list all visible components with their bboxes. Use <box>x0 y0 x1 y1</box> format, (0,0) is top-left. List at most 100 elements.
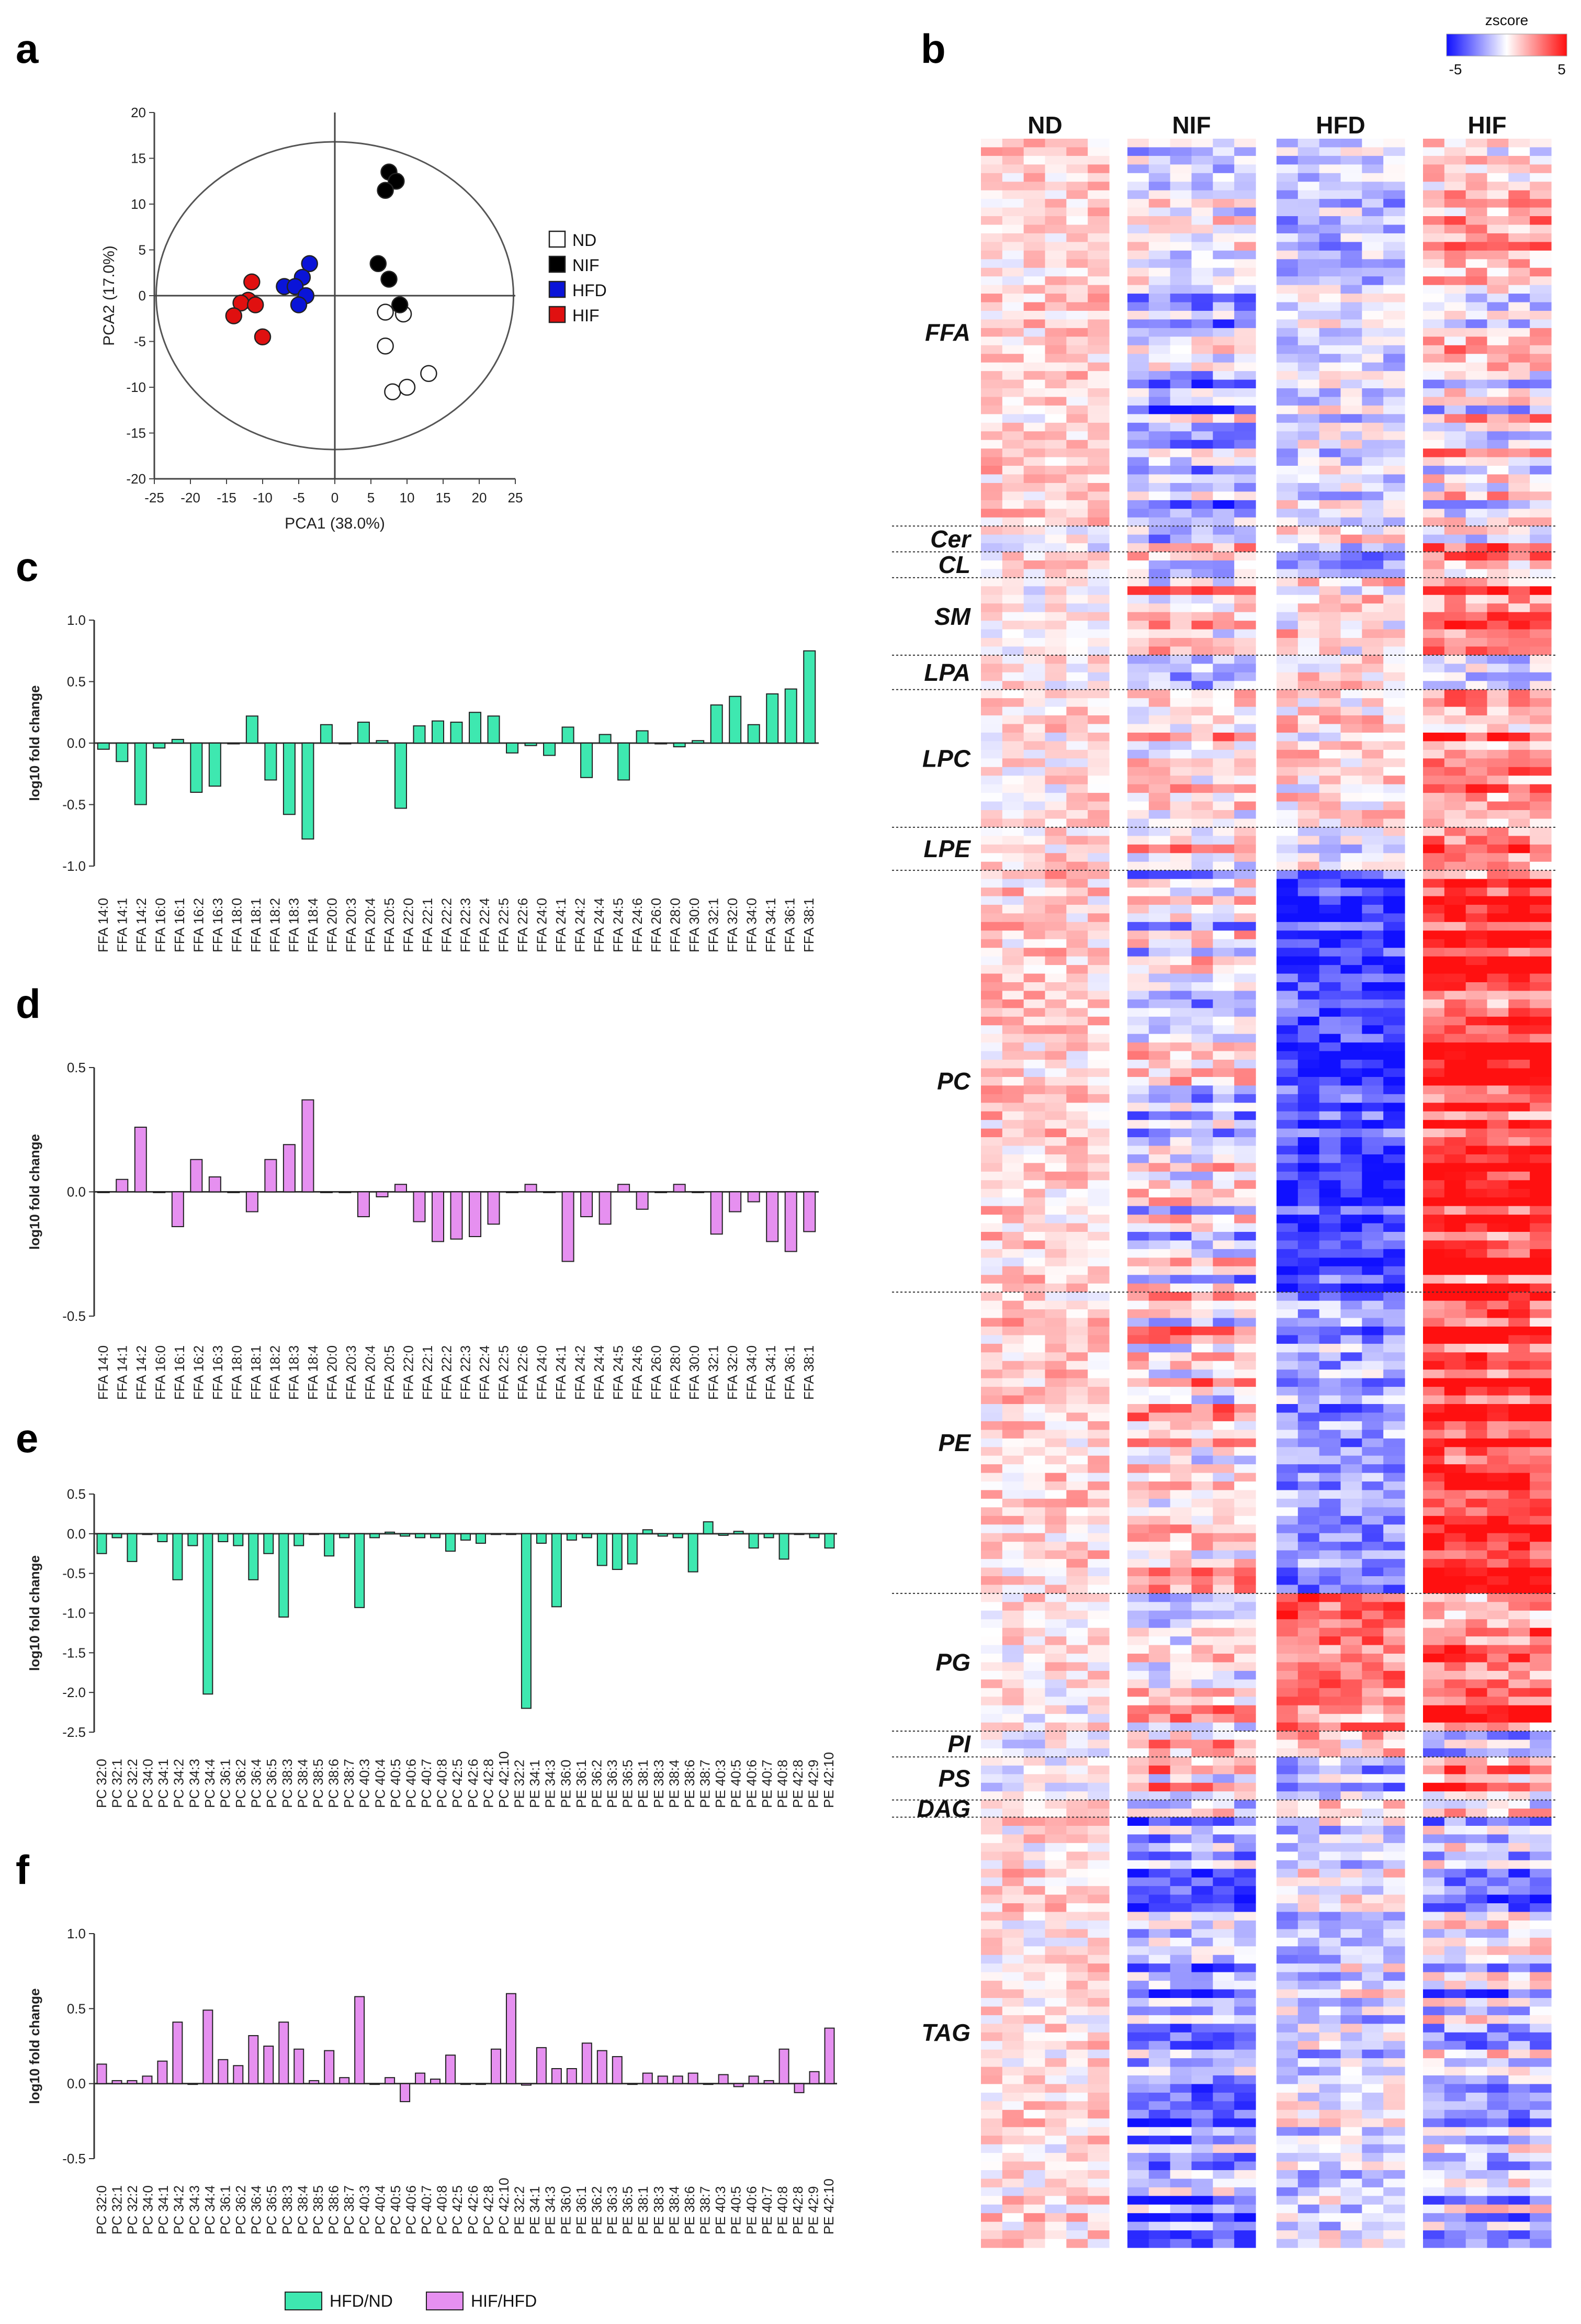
heatmap-cell <box>1023 1137 1046 1147</box>
heatmap-cell <box>1191 793 1213 802</box>
heatmap-cell <box>1297 827 1320 836</box>
heatmap-cell <box>1297 491 1320 501</box>
heatmap-cell <box>1444 466 1466 475</box>
heatmap-cell <box>1148 1542 1171 1551</box>
heatmap-cell <box>1045 448 1067 458</box>
heatmap-cell <box>1444 1619 1466 1629</box>
heatmap-cell <box>981 586 1003 596</box>
heatmap-cell <box>1319 560 1341 570</box>
heatmap-cell <box>1066 793 1088 802</box>
x-tick-label: FFA 24:2 <box>572 898 588 952</box>
heatmap-cell <box>1066 827 1088 836</box>
heatmap-cell <box>1191 1602 1213 1611</box>
heatmap-cell <box>1297 1748 1320 1758</box>
heatmap-cell <box>1297 1688 1320 1697</box>
heatmap-cell <box>1423 1042 1445 1052</box>
heatmap-cell <box>981 629 1003 638</box>
heatmap-cell <box>1362 1326 1384 1336</box>
heatmap-cell <box>1277 681 1298 690</box>
heatmap-cell <box>1487 612 1509 621</box>
heatmap-cell <box>1340 1197 1362 1207</box>
heatmap-cell <box>1127 1025 1149 1035</box>
heatmap-cell <box>1362 1051 1384 1060</box>
heatmap-cell <box>1383 1085 1405 1095</box>
heatmap-cell <box>1530 724 1552 733</box>
heatmap-cell <box>1213 1085 1235 1095</box>
heatmap-cell <box>1127 1051 1149 1060</box>
heatmap-cell <box>1340 1697 1362 1706</box>
heatmap-cell <box>1465 1430 1488 1439</box>
heatmap-cell <box>1487 362 1509 372</box>
heatmap-cell <box>1508 612 1530 621</box>
heatmap-cell <box>1213 276 1235 286</box>
heatmap-cell <box>1423 594 1445 604</box>
heatmap-cell <box>1213 1662 1235 1671</box>
x-tick-label: PE 34:1 <box>527 2186 543 2235</box>
heatmap-cell <box>1234 1619 1256 1629</box>
heatmap-cell <box>1002 1292 1024 1301</box>
heatmap-cell <box>1213 560 1235 570</box>
heatmap-cell <box>1234 629 1256 638</box>
heatmap-cell <box>1319 1498 1341 1508</box>
heatmap-cell <box>1127 1610 1149 1620</box>
heatmap-cell <box>1002 888 1024 897</box>
heatmap-cell <box>1340 397 1362 406</box>
heatmap-cell <box>1127 577 1149 587</box>
heatmap-cell <box>1234 888 1256 897</box>
heatmap-cell <box>1487 319 1509 329</box>
heatmap-cell <box>1045 1292 1067 1301</box>
heatmap-cell <box>1088 1076 1110 1086</box>
heatmap-cell <box>1383 793 1405 802</box>
heatmap-cell <box>1465 1421 1488 1430</box>
x-tick-label: PC 34:4 <box>202 1759 218 1808</box>
heatmap-cell <box>1234 1464 1256 1474</box>
heatmap-cell <box>1213 1335 1235 1344</box>
heatmap-cell <box>1088 973 1110 983</box>
heatmap-cell <box>1423 1180 1445 1189</box>
heatmap-cell <box>1170 689 1192 699</box>
heatmap-cell <box>1444 1034 1466 1043</box>
heatmap-cell <box>1465 414 1488 423</box>
heatmap-cell <box>1170 1352 1192 1362</box>
heatmap-cell <box>1423 577 1445 587</box>
heatmap-cell <box>1213 466 1235 475</box>
heatmap-cell <box>1297 534 1320 544</box>
heatmap-cell <box>1444 1593 1466 1602</box>
heatmap-cell <box>1277 1533 1298 1542</box>
heatmap-cell <box>1066 173 1088 182</box>
heatmap-cell <box>1234 853 1256 862</box>
heatmap-cell <box>1023 1111 1046 1120</box>
heatmap-cell <box>1127 362 1149 372</box>
heatmap-cell <box>1530 698 1552 708</box>
heatmap-cell <box>981 1352 1003 1362</box>
heatmap-cell <box>1148 1146 1171 1155</box>
heatmap-cell <box>1045 603 1067 613</box>
heatmap-cell <box>1508 1232 1530 1241</box>
heatmap-cell <box>1465 1654 1488 1663</box>
heatmap-cell <box>1127 448 1149 458</box>
heatmap-cell <box>1045 965 1067 974</box>
heatmap-cell <box>1191 1111 1213 1120</box>
heatmap-cell <box>1170 1034 1192 1043</box>
heatmap-cell <box>1213 1524 1235 1534</box>
x-tick-label: PC 34:2 <box>171 2185 187 2235</box>
heatmap-cell <box>1530 1731 1552 1741</box>
heatmap-cell <box>981 948 1003 957</box>
heatmap-cell <box>1508 1137 1530 1147</box>
heatmap-cell <box>1234 1645 1256 1654</box>
heatmap-cell <box>1444 190 1466 199</box>
heatmap-cell <box>1444 1473 1466 1482</box>
heatmap-cell <box>1127 930 1149 940</box>
heatmap-cell <box>1277 810 1298 819</box>
heatmap-cell <box>1487 1249 1509 1258</box>
heatmap-cell <box>1066 1275 1088 1284</box>
heatmap-cell <box>1170 1455 1192 1465</box>
heatmap-cell <box>1002 965 1024 974</box>
heatmap-cell <box>1148 1128 1171 1138</box>
heatmap-cell <box>1023 1060 1046 1069</box>
heatmap-cell <box>1191 1679 1213 1689</box>
heatmap-cell <box>1127 1369 1149 1379</box>
heatmap-cell <box>1444 1215 1466 1224</box>
y-tick-label: -2.5 <box>62 1724 86 1740</box>
heatmap-cell <box>1297 422 1320 432</box>
